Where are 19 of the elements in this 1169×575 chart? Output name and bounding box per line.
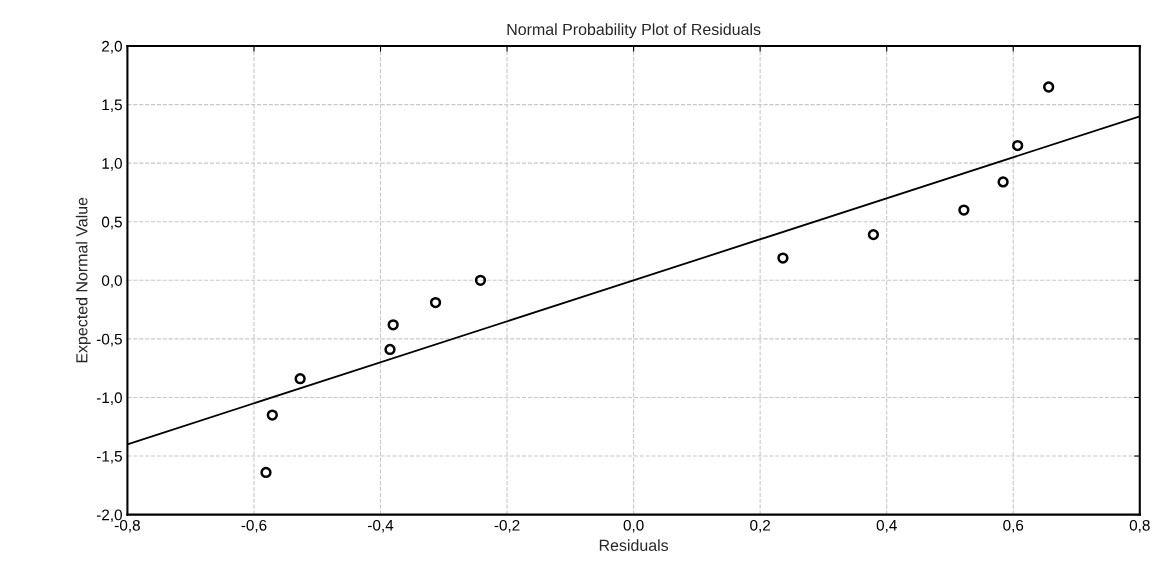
x-tick-label: -0,6 bbox=[241, 519, 267, 533]
x-axis-title: Residuals bbox=[599, 539, 669, 552]
x-tick-label: 0,8 bbox=[1129, 519, 1150, 533]
y-tick-label: -0,5 bbox=[96, 333, 122, 347]
x-tick-label: 0,0 bbox=[623, 519, 644, 533]
x-tick-label: 0,6 bbox=[1003, 519, 1024, 533]
y-axis-title: Expected Normal Value bbox=[75, 197, 91, 363]
y-tick-label: -1,5 bbox=[96, 451, 122, 464]
y-tick-label: 2,0 bbox=[102, 40, 122, 54]
y-tick-label: 1,0 bbox=[102, 158, 122, 171]
y-tick-label: 0,0 bbox=[101, 275, 122, 288]
x-tick-label: 0,2 bbox=[750, 519, 770, 533]
x-tick-label: -0,2 bbox=[494, 519, 520, 533]
y-tick-label: -1,0 bbox=[96, 392, 122, 405]
chart-title: Normal Probability Plot of Residuals bbox=[507, 23, 761, 39]
y-tick-label: 0,5 bbox=[101, 216, 122, 230]
y-tick-label: 1,5 bbox=[102, 99, 122, 113]
x-tick-label: -0,4 bbox=[368, 519, 394, 533]
x-tick-label: 0,4 bbox=[876, 519, 897, 533]
